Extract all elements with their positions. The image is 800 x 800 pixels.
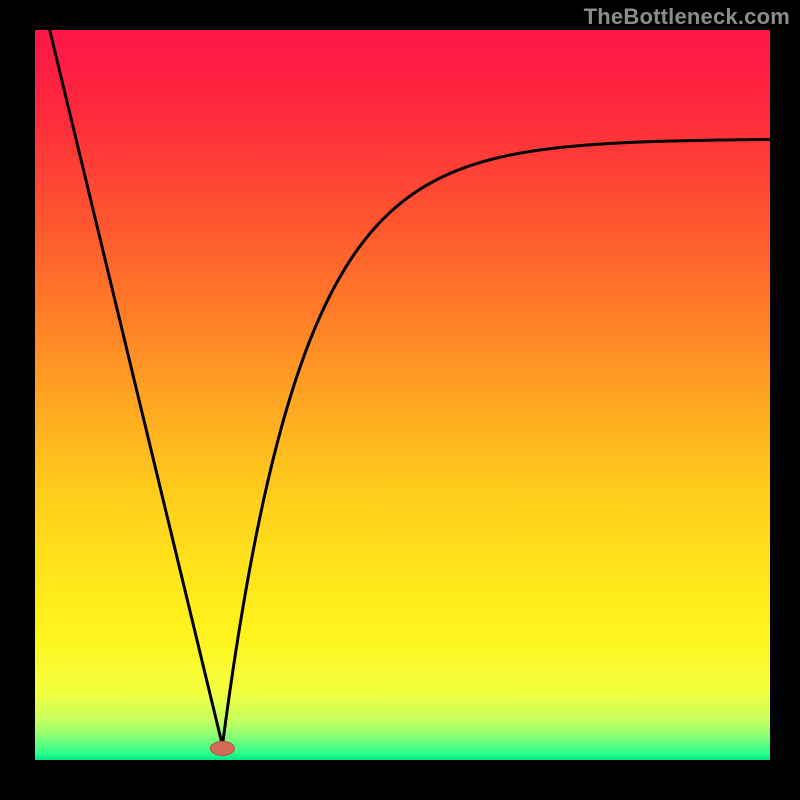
chart-frame: TheBottleneck.com bbox=[0, 0, 800, 800]
watermark-text: TheBottleneck.com bbox=[584, 4, 790, 30]
plot-background bbox=[35, 30, 770, 760]
bottleneck-chart bbox=[0, 0, 800, 800]
optimum-marker bbox=[210, 741, 234, 755]
